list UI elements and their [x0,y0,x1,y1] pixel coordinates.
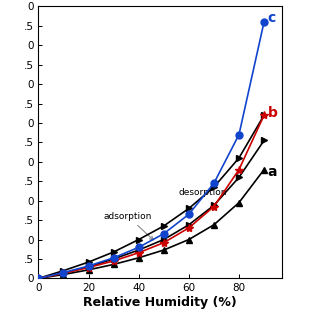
Text: a: a [268,164,277,179]
Text: c: c [268,11,276,25]
X-axis label: Relative Humidity (%): Relative Humidity (%) [83,296,237,309]
Text: b: b [268,106,278,120]
Text: desorption: desorption [179,180,227,197]
Text: adsorption: adsorption [104,212,153,240]
